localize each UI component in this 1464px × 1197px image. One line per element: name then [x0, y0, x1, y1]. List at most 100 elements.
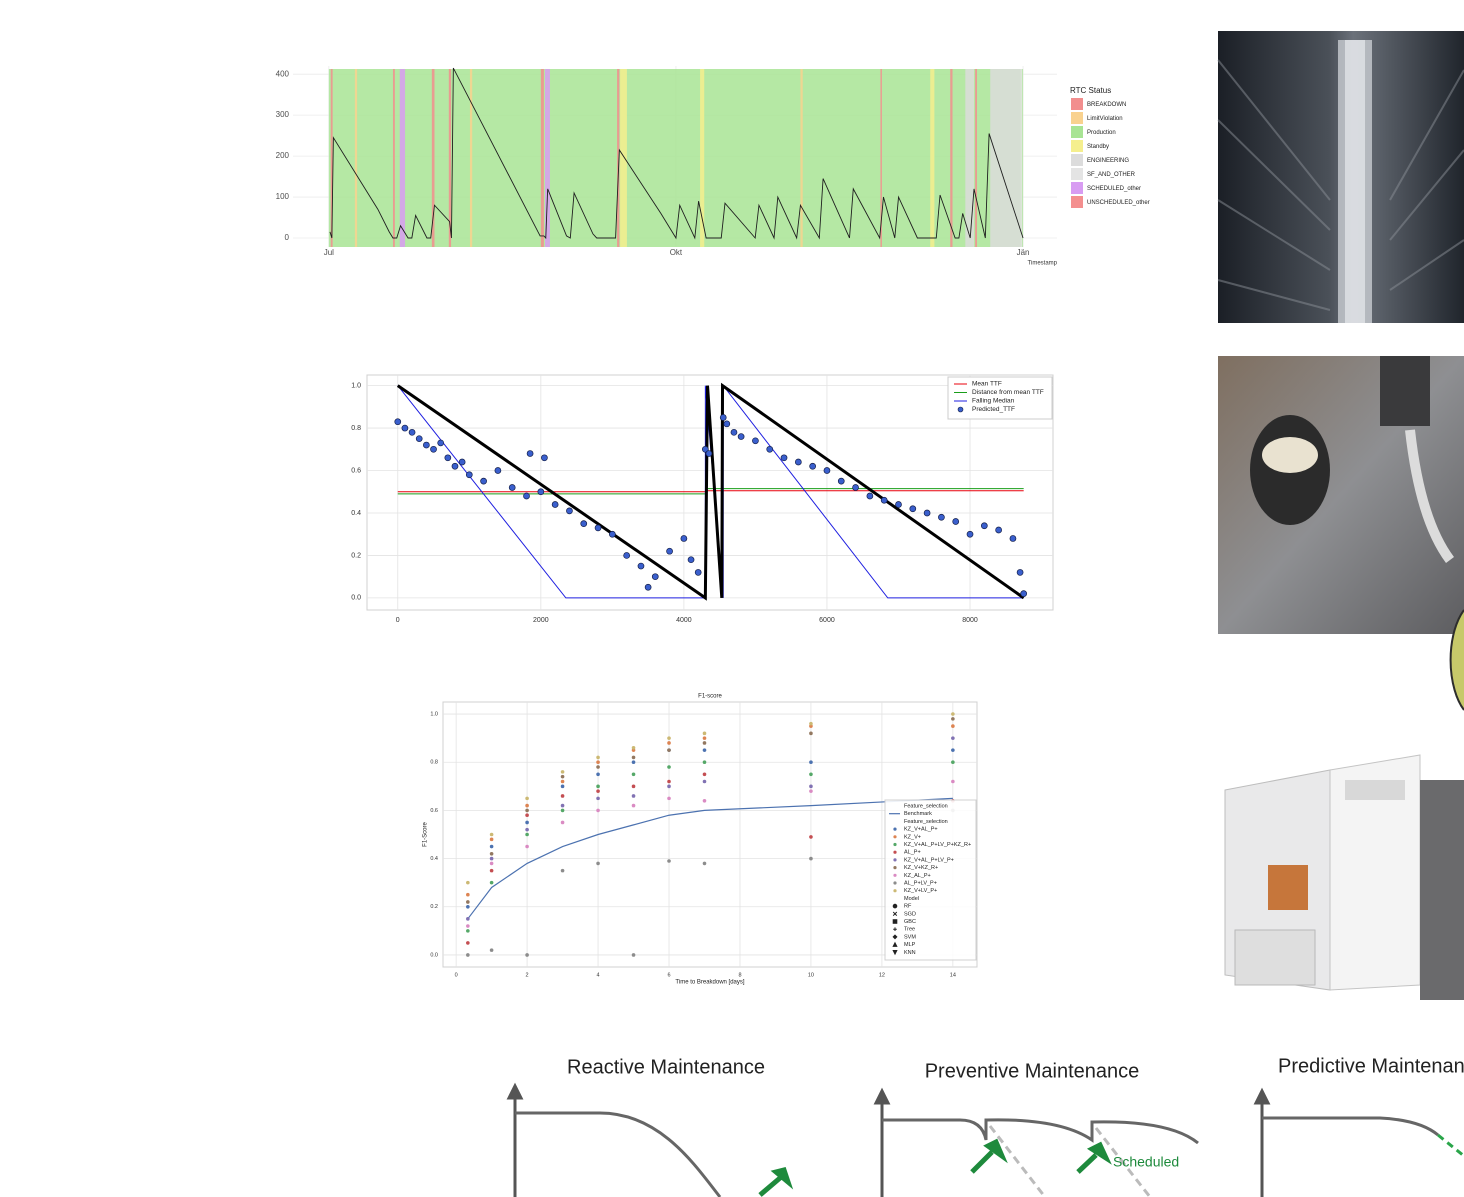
x-tick-label: 0 — [455, 972, 458, 978]
data-point — [951, 780, 955, 784]
data-point — [967, 531, 973, 537]
legend-label: SVM — [904, 934, 916, 940]
data-point — [703, 748, 707, 752]
legend-swatch — [1071, 182, 1083, 194]
data-point — [561, 775, 565, 779]
x-tick-label: 8000 — [962, 617, 978, 624]
diagram-title: Reactive Maintenance — [567, 1056, 765, 1078]
legend-label: Feature_selection — [904, 803, 948, 809]
data-point — [667, 736, 671, 740]
data-point — [402, 425, 408, 431]
page-body: {"chart_data": [ {"type": "timeline", "x… — [0, 0, 1464, 1197]
data-point — [452, 463, 458, 469]
y-axis-label: F1-Score — [423, 822, 429, 847]
wrench-icon — [760, 1170, 788, 1195]
y-tick-label: 100 — [276, 192, 290, 201]
data-point — [809, 732, 813, 736]
legend-marker — [893, 843, 896, 846]
diagram-title: Predictive Maintenance — [1278, 1055, 1464, 1077]
legend-label: MLP — [904, 942, 916, 948]
photo-part — [1262, 437, 1318, 473]
data-point — [423, 442, 429, 448]
legend-label: AL_P+LV_P+ — [904, 880, 937, 886]
x-tick-label: 4000 — [676, 617, 692, 624]
legend-marker — [893, 828, 896, 831]
data-point — [596, 862, 600, 866]
data-point — [996, 527, 1002, 533]
status-band — [449, 69, 451, 247]
status-band — [930, 69, 934, 247]
data-point — [596, 789, 600, 793]
data-point — [809, 789, 813, 793]
y-tick-label: 0.2 — [430, 904, 438, 910]
status-band — [393, 69, 395, 247]
photo-base — [1235, 930, 1315, 985]
data-point — [431, 446, 437, 452]
legend-swatch — [1071, 126, 1083, 138]
data-point — [667, 785, 671, 789]
data-point — [632, 953, 636, 957]
y-tick-label: 0.6 — [430, 808, 438, 814]
data-point — [509, 485, 515, 491]
x-tick-label: 6000 — [819, 617, 835, 624]
data-point — [466, 900, 470, 904]
photo-part — [1380, 356, 1430, 426]
data-point — [466, 953, 470, 957]
legend-marker — [893, 904, 897, 908]
legend-label: ENGINEERING — [1087, 158, 1129, 164]
data-point — [667, 548, 673, 554]
status-band — [990, 69, 1020, 247]
data-point — [667, 765, 671, 769]
data-point — [910, 506, 916, 512]
data-point — [695, 569, 701, 575]
data-point — [810, 463, 816, 469]
legend-label: KZ_V+LV_P+ — [904, 888, 937, 894]
data-point — [838, 478, 844, 484]
x-tick-label: 14 — [950, 972, 956, 978]
data-point — [541, 455, 547, 461]
legend-marker — [958, 407, 963, 412]
data-point — [538, 489, 544, 495]
data-point — [809, 835, 813, 839]
y-tick-label: 1.0 — [430, 711, 438, 717]
data-point — [738, 434, 744, 440]
data-point — [409, 429, 415, 435]
data-point — [667, 859, 671, 863]
photo-window — [1268, 865, 1308, 910]
data-point — [466, 905, 470, 909]
photo-panel — [1345, 780, 1405, 800]
data-point — [951, 736, 955, 740]
data-point — [703, 862, 707, 866]
data-point — [632, 785, 636, 789]
data-point — [632, 746, 636, 750]
data-point — [938, 514, 944, 520]
photo-machine — [1225, 755, 1464, 1000]
data-point — [525, 845, 529, 849]
data-point — [490, 948, 494, 952]
chart-title: F1-score — [698, 694, 722, 700]
x-tick-label: Jul — [324, 248, 334, 257]
data-point — [445, 455, 451, 461]
data-point — [703, 741, 707, 745]
data-point — [809, 772, 813, 776]
x-tick-label: 0 — [396, 617, 400, 624]
status-band — [541, 69, 544, 247]
diagram-curve — [515, 1113, 720, 1197]
y-tick-label: 0.6 — [351, 467, 361, 474]
data-point — [667, 741, 671, 745]
data-point — [561, 770, 565, 774]
y-tick-label: 0.0 — [430, 952, 438, 958]
data-point — [561, 869, 565, 873]
diagram-axis — [1256, 1091, 1268, 1197]
data-point — [951, 724, 955, 728]
legend-label: SF_AND_OTHER — [1087, 172, 1136, 178]
data-point — [731, 429, 737, 435]
x-tick-label: Jän — [1017, 248, 1030, 257]
data-point — [895, 501, 901, 507]
data-point — [1017, 569, 1023, 575]
data-point — [632, 772, 636, 776]
data-point — [703, 732, 707, 736]
data-point — [459, 459, 465, 465]
status-band — [975, 69, 977, 247]
data-point — [703, 772, 707, 776]
